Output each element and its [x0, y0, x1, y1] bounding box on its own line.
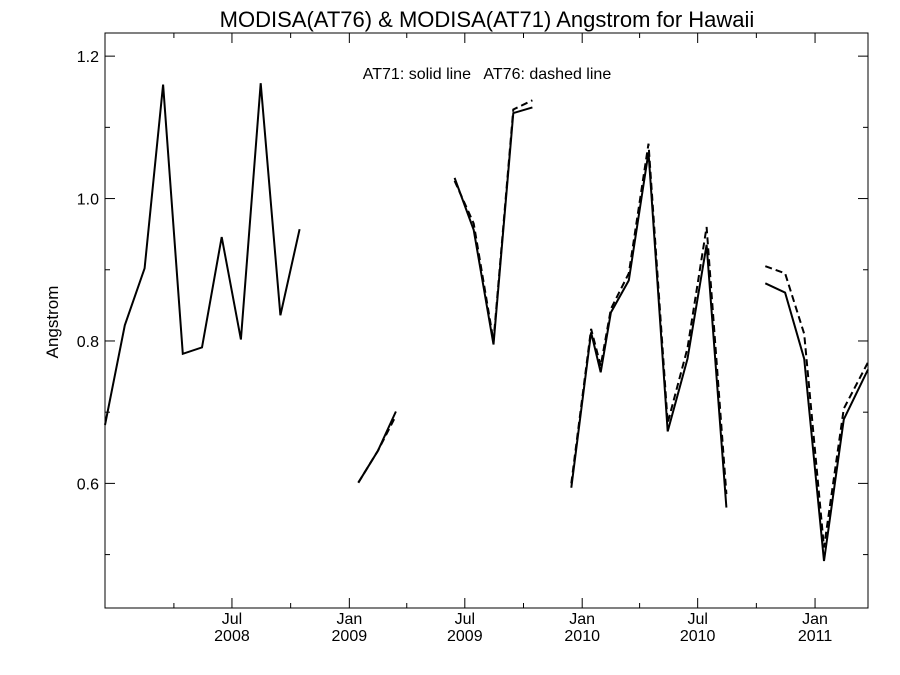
x-tick-label-month: Jan [336, 611, 362, 628]
x-tick-label-year: 2008 [214, 628, 250, 645]
x-tick-label-year: 2010 [564, 628, 600, 645]
x-tick-label-year: 2009 [447, 628, 483, 645]
series-line-at71 [104, 83, 869, 562]
series-line-at76 [357, 99, 869, 548]
axes-layer: 0.60.81.01.2Jul2008Jan2009Jul2009Jan2010… [77, 33, 868, 645]
x-tick-label-month: Jul [687, 611, 707, 628]
y-tick-label: 1.2 [77, 49, 99, 66]
x-tick-label-month: Jan [802, 611, 828, 628]
y-tick-label: 0.6 [77, 476, 99, 493]
legend-annotation: AT71: solid line AT76: dashed line [363, 66, 612, 83]
y-tick-label: 0.8 [77, 334, 99, 351]
x-tick-label-year: 2010 [680, 628, 716, 645]
chart-title: MODISA(AT76) & MODISA(AT71) Angstrom for… [220, 7, 755, 32]
x-tick-label-year: 2011 [798, 628, 833, 645]
y-axis-label: Angstrom [43, 286, 62, 359]
x-tick-label-year: 2009 [332, 628, 368, 645]
y-tick-label: 1.0 [77, 192, 99, 209]
x-tick-label-month: Jan [569, 611, 595, 628]
plot-frame [104, 32, 869, 609]
x-tick-label-month: Jul [455, 611, 475, 628]
series-layer [104, 83, 869, 562]
x-tick-label-month: Jul [222, 611, 242, 628]
